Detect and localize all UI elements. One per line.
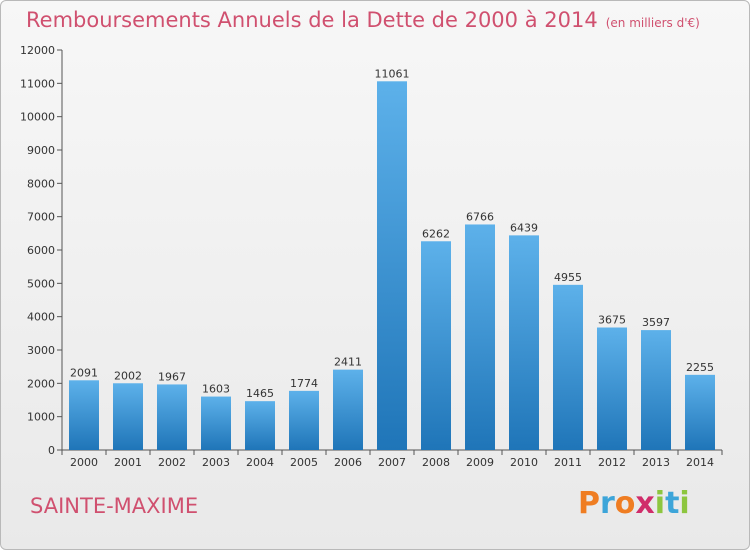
y-tick-label: 12000 — [20, 44, 55, 57]
bar-2012 — [597, 327, 627, 450]
x-tick-label: 2002 — [158, 456, 186, 469]
data-label-2011: 4955 — [554, 271, 582, 284]
data-label-2014: 2255 — [686, 361, 714, 374]
chart-title: Remboursements Annuels de la Dette de 20… — [26, 8, 700, 32]
title-text: Remboursements Annuels de la Dette de 20… — [26, 8, 598, 32]
y-tick-label: 2000 — [27, 377, 55, 390]
x-tick-label: 2012 — [598, 456, 626, 469]
x-tick-label: 2003 — [202, 456, 230, 469]
bar-2009 — [465, 224, 495, 450]
y-tick-label: 4000 — [27, 311, 55, 324]
logo-letter: x — [635, 486, 655, 521]
data-label-2006: 2411 — [334, 356, 362, 369]
logo-letter: i — [679, 486, 690, 521]
bar-2007 — [377, 81, 407, 451]
bars — [69, 81, 715, 451]
logo-letter: i — [654, 486, 666, 521]
y-tick-label: 10000 — [20, 111, 55, 124]
x-tick-label: 2000 — [70, 456, 98, 469]
y-tick-label: 6000 — [27, 244, 55, 257]
bar-2010 — [509, 235, 539, 450]
data-label-2008: 6262 — [422, 227, 450, 240]
bar-2000 — [69, 380, 99, 450]
logo-letter: P — [578, 486, 600, 521]
data-label-2012: 3675 — [598, 314, 626, 327]
city-name: SAINTE-MAXIME — [30, 494, 199, 518]
data-label-2007: 11061 — [375, 67, 410, 80]
bar-2006 — [333, 369, 363, 450]
bar-2002 — [157, 384, 187, 450]
logo-letter: r — [600, 486, 615, 521]
data-label-2010: 6439 — [510, 221, 538, 234]
data-label-2003: 1603 — [202, 383, 230, 396]
x-tick-label: 2014 — [686, 456, 714, 469]
data-label-2005: 1774 — [290, 377, 318, 390]
y-tick-label: 1000 — [27, 411, 55, 424]
data-label-2004: 1465 — [246, 387, 274, 400]
x-tick-label: 2005 — [290, 456, 318, 469]
x-tick-label: 2013 — [642, 456, 670, 469]
x-tick-label: 2010 — [510, 456, 538, 469]
data-label-2002: 1967 — [158, 370, 186, 383]
data-label-2000: 2091 — [70, 366, 98, 379]
y-tick-label: 3000 — [27, 344, 55, 357]
bar-2014 — [685, 374, 715, 450]
y-tick-label: 7000 — [27, 211, 55, 224]
bar-2005 — [289, 390, 319, 450]
bar-2008 — [421, 241, 451, 450]
y-tick-label: 8000 — [27, 177, 55, 190]
logo-letter: t — [665, 486, 680, 521]
y-tick-label: 0 — [48, 444, 55, 457]
x-tick-label: 2006 — [334, 456, 362, 469]
y-tick-label: 5000 — [27, 277, 55, 290]
x-tick-label: 2009 — [466, 456, 494, 469]
bar-2011 — [553, 284, 583, 450]
data-label-2009: 6766 — [466, 210, 494, 223]
x-tick-label: 2008 — [422, 456, 450, 469]
bar-2001 — [113, 383, 143, 450]
data-label-2013: 3597 — [642, 316, 670, 329]
x-tick-label: 2011 — [554, 456, 582, 469]
data-label-2001: 2002 — [114, 369, 142, 382]
title-unit: (en milliers d'€) — [605, 16, 700, 30]
x-tick-label: 2004 — [246, 456, 274, 469]
proxiti-logo: Proxiti — [578, 486, 690, 521]
y-tick-label: 11000 — [20, 77, 55, 90]
logo-letter: o — [614, 486, 636, 521]
bar-2004 — [245, 401, 275, 450]
bar-2003 — [201, 396, 231, 450]
y-tick-label: 9000 — [27, 144, 55, 157]
x-tick-label: 2007 — [378, 456, 406, 469]
bar-2013 — [641, 330, 671, 450]
data-labels: 2091 2002 1967 1603 1465 1774 2411 11061 6262 676… — [70, 67, 714, 400]
x-tick-label: 2001 — [114, 456, 142, 469]
